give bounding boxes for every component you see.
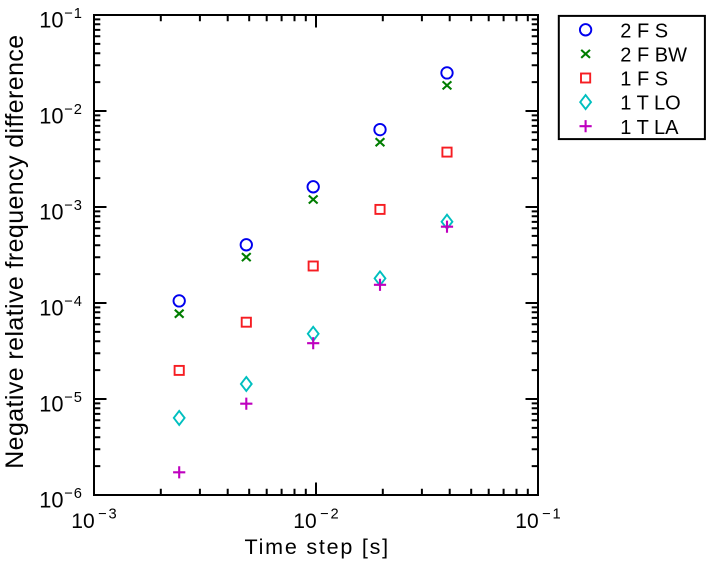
svg-text:2 F S: 2 F S	[620, 20, 668, 42]
svg-text:10−1: 10−1	[515, 506, 562, 532]
svg-text:1 T LA: 1 T LA	[620, 117, 679, 139]
svg-text:Time step [s]: Time step [s]	[244, 535, 388, 559]
svg-text:Negative relative frequency di: Negative relative frequency difference	[1, 35, 29, 469]
svg-text:10−3: 10−3	[71, 506, 118, 532]
svg-text:10−3: 10−3	[39, 198, 83, 224]
svg-text:2 F BW: 2 F BW	[620, 45, 687, 67]
svg-text:1 T LO: 1 T LO	[620, 93, 680, 115]
svg-text:1 F S: 1 F S	[620, 69, 668, 91]
svg-text:10−2: 10−2	[293, 506, 340, 532]
